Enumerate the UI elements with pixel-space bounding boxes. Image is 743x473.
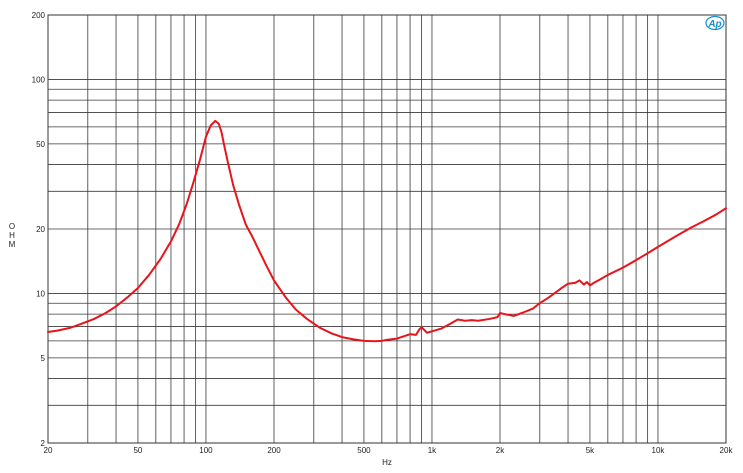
impedance-series-line	[47, 119, 727, 343]
x-tick-labels: 20 50 100 200 500 1k 2k 5k 10k 20k	[44, 446, 734, 455]
y-tick-label: 5	[41, 354, 46, 363]
y-tick-label: 100	[32, 75, 46, 84]
y-tick-label: 2	[41, 439, 46, 448]
series-layer	[47, 119, 727, 343]
x-tick-label: 20	[44, 446, 53, 455]
ap-logo-ring-icon	[705, 15, 725, 31]
ap-logo: Ap	[705, 15, 725, 31]
x-tick-label: 10k	[652, 446, 666, 455]
x-tick-label: 50	[133, 446, 142, 455]
x-tick-label: 200	[267, 446, 281, 455]
plot-frame	[47, 14, 727, 444]
y-tick-label: 20	[36, 225, 45, 234]
y-tick-labels: 2 5 10 20 50 100 200	[32, 11, 46, 448]
ap-logo-text: Ap	[707, 19, 721, 30]
y-tick-label: 10	[36, 289, 45, 298]
y-tick-label: 50	[36, 140, 45, 149]
x-tick-label: 5k	[586, 446, 595, 455]
x-tick-label: 2k	[496, 446, 505, 455]
x-tick-label: 500	[357, 446, 371, 455]
x-tick-label: 1k	[428, 446, 437, 455]
x-axis-label: Hz	[382, 458, 392, 467]
x-tick-label: 20k	[720, 446, 734, 455]
x-tick-label: 100	[199, 446, 213, 455]
grid	[48, 15, 726, 443]
y-tick-label: 200	[32, 11, 46, 20]
